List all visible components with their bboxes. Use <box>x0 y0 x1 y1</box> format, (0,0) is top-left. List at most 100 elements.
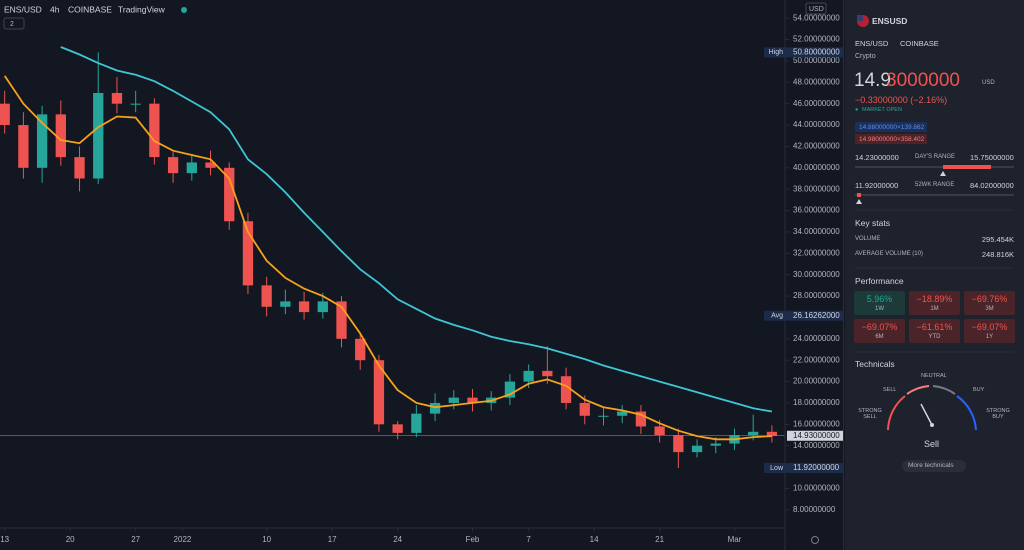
candle-body <box>55 114 66 158</box>
y-tick-label: 38.00000000 <box>793 184 840 193</box>
price-tag-name: Low <box>770 465 784 472</box>
more-technicals-button[interactable] <box>902 460 966 472</box>
ask: 14.98000000×358.402 <box>859 136 925 143</box>
price-main: 14.9 <box>854 70 891 91</box>
symbol[interactable]: ENS/USD <box>4 4 42 14</box>
candle-body <box>205 162 216 168</box>
price-tag-value: 50.80000000 <box>793 47 840 56</box>
candle-body <box>691 445 703 453</box>
section-title: Performance <box>855 276 904 286</box>
price-tag-box <box>764 310 843 321</box>
candle-body <box>18 125 29 168</box>
perf-period: 1M <box>930 306 939 312</box>
market-status: MARKET OPEN <box>862 107 902 113</box>
moving-average <box>60 46 773 413</box>
candle-body <box>298 301 310 313</box>
bid: 14.88000000×139.862 <box>859 124 925 131</box>
exchange: COINBASE <box>900 39 939 48</box>
gauge-needle <box>920 403 933 426</box>
candle-body <box>635 411 647 427</box>
candle-body <box>224 167 235 222</box>
candle-body <box>560 376 572 403</box>
section-title: Technicals <box>855 359 895 369</box>
candle-body <box>523 370 534 382</box>
y-tick-label: 10.00000000 <box>793 484 840 493</box>
bid-box <box>855 122 927 132</box>
indicator-toggle[interactable] <box>3 17 25 30</box>
candle-body <box>411 413 422 433</box>
gauge-sell <box>906 385 930 395</box>
currency-button[interactable] <box>805 2 827 15</box>
candle-body <box>336 301 347 339</box>
y-tick-label: 32.00000000 <box>793 248 840 257</box>
candle-body <box>111 92 123 104</box>
day-range-label: DAY'S RANGE <box>915 154 956 160</box>
source: TradingView <box>118 4 166 14</box>
day-high: 15.75000000 <box>970 153 1014 162</box>
x-tick-label: 14 <box>590 535 599 544</box>
technicals-result: Sell <box>924 439 940 449</box>
perf-value: −61.61% <box>916 322 953 332</box>
x-tick-label: 17 <box>328 535 337 544</box>
y-tick-label: 48.00000000 <box>793 77 840 86</box>
range-bar <box>855 194 1014 196</box>
y-tick-label: 22.00000000 <box>793 355 840 364</box>
perf-cell[interactable]: −69.76% 3M <box>964 291 1015 315</box>
y-tick-label: 34.00000000 <box>793 227 840 236</box>
currency[interactable]: USD <box>809 6 824 13</box>
sidebar-graphics <box>855 15 1014 472</box>
more-technicals[interactable]: More technicals <box>908 462 954 469</box>
x-tick-label: 21 <box>655 535 664 544</box>
price-tag-value: 11.92000000 <box>793 463 840 472</box>
candle-body <box>186 162 197 174</box>
y-tick-label: 30.00000000 <box>793 270 840 279</box>
price-axis <box>785 0 844 550</box>
price-tag-name: Avg <box>771 313 783 320</box>
gauge-label: BUY <box>973 387 985 393</box>
perf-period: 1Y <box>985 334 994 340</box>
x-tick-label: 2022 <box>174 535 192 544</box>
perf-cell[interactable]: 5.96% 1W <box>854 291 905 315</box>
perf-value: −69.07% <box>971 322 1008 332</box>
perf-cell[interactable]: −69.07% 1Y <box>964 319 1015 343</box>
candle-body <box>167 157 179 174</box>
interval[interactable]: 4h <box>50 4 60 14</box>
x-tick-label: 10 <box>262 535 271 544</box>
perf-period: YTD <box>928 334 941 340</box>
y-tick-label: 8.00000000 <box>793 505 836 514</box>
y-tick-label: 36.00000000 <box>793 206 840 215</box>
x-tick-label: 20 <box>66 535 75 544</box>
perf-cell[interactable]: −18.89% 1M <box>909 291 960 315</box>
gauge-strong-sell <box>887 395 906 431</box>
candle-body <box>673 435 684 453</box>
candle-body <box>242 221 254 286</box>
range-fill <box>857 193 861 197</box>
perf-cell[interactable]: −61.61% YTD <box>909 319 960 343</box>
stat-label: VOLUME <box>855 236 881 242</box>
day-low: 14.23000000 <box>855 153 899 162</box>
perf-period: 3M <box>985 306 994 312</box>
section-title: Key stats <box>855 218 890 228</box>
candle-body <box>429 402 441 414</box>
candle-body <box>261 285 272 307</box>
candle-body <box>392 424 403 433</box>
candle-body <box>467 397 478 403</box>
candle-body <box>280 301 291 307</box>
ask-box <box>855 134 927 144</box>
y-tick-label: 52.00000000 <box>793 35 840 44</box>
candle-body <box>504 381 516 398</box>
indicator-count[interactable]: 2 <box>10 21 14 28</box>
price-tag-box <box>764 47 843 58</box>
perf-value: −69.76% <box>971 294 1008 304</box>
settings-icon[interactable] <box>811 536 819 544</box>
candle-body <box>74 157 85 179</box>
candle-body <box>617 411 628 416</box>
gauge-label: STRONG BUY <box>986 408 1010 420</box>
week52-high: 84.02000000 <box>970 181 1014 190</box>
y-tick-label: 24.00000000 <box>793 334 840 343</box>
x-tick-label: Mar <box>728 535 742 544</box>
x-tick-label: 27 <box>131 535 140 544</box>
x-tick-label: 7 <box>526 535 531 544</box>
perf-cell[interactable]: −69.07% 6M <box>854 319 905 343</box>
